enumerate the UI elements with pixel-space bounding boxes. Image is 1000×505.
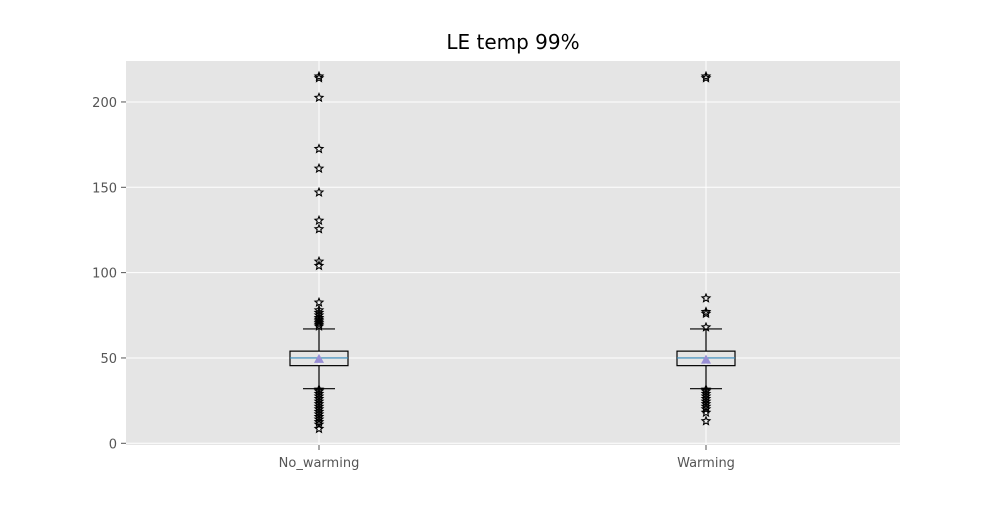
outlier-point xyxy=(700,321,712,332)
outlier-point xyxy=(313,304,325,315)
outlier-point xyxy=(313,423,325,434)
outlier-point xyxy=(313,313,325,325)
mean-marker xyxy=(314,353,324,363)
outlier-point xyxy=(313,162,325,174)
y-tick-label: 200 xyxy=(92,96,117,111)
outlier-point xyxy=(700,70,712,81)
outlier-point xyxy=(700,72,712,83)
outlier-point xyxy=(313,383,325,395)
outlier-point xyxy=(700,406,712,418)
x-tick-label: No_warming xyxy=(279,456,360,471)
plot-background xyxy=(126,61,900,445)
chart-title: LE temp 99% xyxy=(446,30,580,54)
x-tick-label: Warming xyxy=(677,456,735,471)
y-tick-label: 150 xyxy=(92,181,117,196)
outlier-point xyxy=(700,388,712,399)
outlier-point xyxy=(313,70,325,81)
outlier-point xyxy=(700,306,712,317)
outlier-point xyxy=(700,307,712,319)
outlier-point xyxy=(700,292,712,303)
outlier-point xyxy=(313,214,325,226)
outlier-point xyxy=(700,383,712,395)
y-tick-label: 100 xyxy=(92,267,117,282)
outlier-point xyxy=(313,296,325,308)
outlier-point xyxy=(313,186,325,197)
outlier-point xyxy=(313,92,325,103)
outlier-point xyxy=(313,260,325,271)
outlier-point xyxy=(313,255,325,267)
outlier-point xyxy=(313,307,325,318)
outlier-point xyxy=(313,223,325,234)
y-tick-label: 0 xyxy=(109,437,117,452)
outlier-point xyxy=(313,143,325,154)
y-tick-label: 50 xyxy=(100,352,117,367)
outlier-point xyxy=(313,388,325,399)
outlier-point xyxy=(313,385,325,396)
outlier-point xyxy=(313,72,325,83)
mean-marker xyxy=(701,354,711,364)
outlier-point xyxy=(700,385,712,396)
outlier-point xyxy=(700,415,712,426)
outlier-point xyxy=(313,315,325,326)
